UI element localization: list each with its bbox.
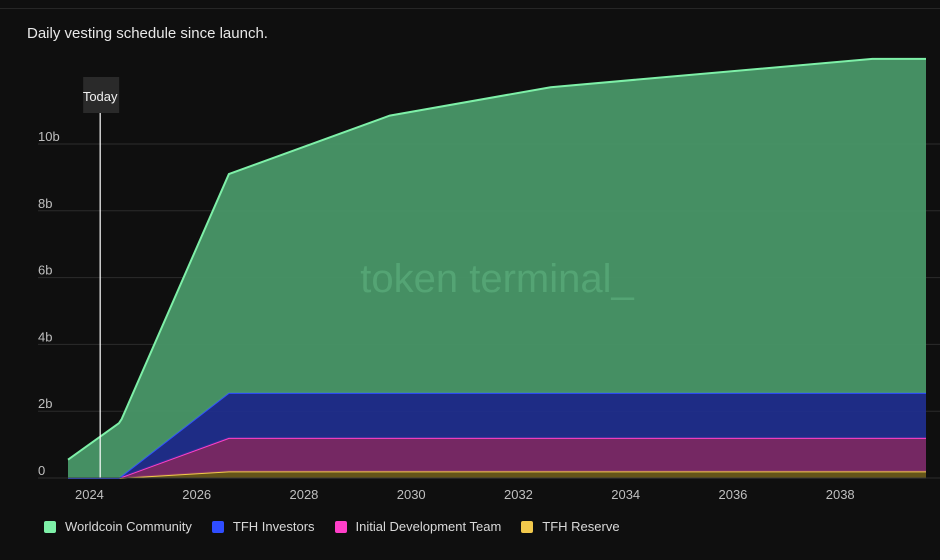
legend-swatch-worldcoin xyxy=(44,520,56,533)
legend-label-team: Initial Development Team xyxy=(355,519,502,534)
legend-item-tfh-reserve[interactable]: TFH Reserve xyxy=(521,519,620,534)
area-initial-development-team xyxy=(68,437,926,478)
y-tick-label: 10b xyxy=(38,129,60,144)
x-tick-label: 2026 xyxy=(182,487,211,502)
x-tick-label: 2024 xyxy=(75,487,104,502)
legend: Worldcoin Community TFH Investors Initia… xyxy=(44,519,620,534)
chart-subtitle: Daily vesting schedule since launch. xyxy=(27,25,268,42)
legend-label-investors: TFH Investors xyxy=(232,519,315,534)
legend-swatch-team xyxy=(334,520,347,533)
line-worldcoin-community xyxy=(67,57,926,461)
today-label-box xyxy=(83,77,120,113)
area-tfh-reserve xyxy=(68,471,926,478)
legend-item-initial-development-team[interactable]: Initial Development Team xyxy=(334,519,502,534)
legend-label-worldcoin: Worldcoin Community xyxy=(65,519,192,534)
y-tick-label: 6b xyxy=(38,263,52,278)
area-worldcoin-community xyxy=(68,58,926,478)
today-label: Today xyxy=(83,89,118,104)
x-tick-label: 2036 xyxy=(718,487,747,502)
y-tick-label: 4b xyxy=(38,329,52,344)
y-tick-label: 2b xyxy=(38,396,52,411)
legend-swatch-reserve xyxy=(521,520,534,533)
watermark: token terminal_ xyxy=(360,257,634,301)
legend-item-worldcoin-community[interactable]: Worldcoin Community xyxy=(44,519,192,534)
legend-item-tfh-investors[interactable]: TFH Investors xyxy=(211,519,315,534)
x-tick-label: 2030 xyxy=(397,487,426,502)
x-tick-label: 2028 xyxy=(289,487,318,502)
y-tick-label: 8b xyxy=(38,196,52,211)
x-tick-label: 2038 xyxy=(826,487,855,502)
x-tick-label: 2034 xyxy=(611,487,640,502)
vesting-chart: 0 2b 4b 6b 8b 10b 2024 2026 2028 2030 2032 2034 2036… xyxy=(38,57,940,502)
x-tick-label: 2032 xyxy=(504,487,533,502)
top-divider xyxy=(0,8,940,9)
legend-label-reserve: TFH Reserve xyxy=(542,519,620,534)
legend-swatch-investors xyxy=(211,520,224,533)
y-tick-label: 0 xyxy=(38,463,45,478)
area-tfh-investors xyxy=(68,392,926,478)
